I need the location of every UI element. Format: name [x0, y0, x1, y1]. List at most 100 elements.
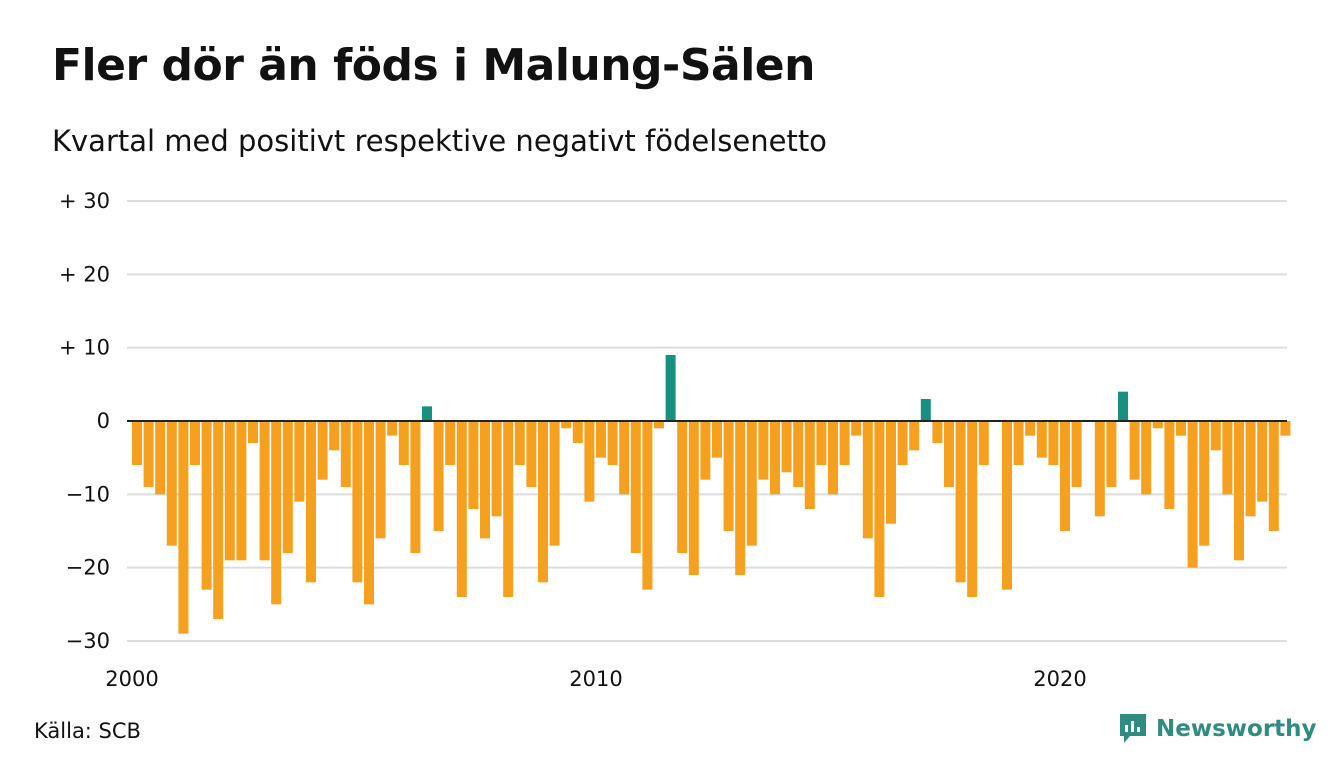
bar: [155, 421, 166, 495]
bar: [630, 421, 641, 553]
bar: [1280, 421, 1291, 436]
x-tick-label: 2010: [569, 667, 622, 691]
bar: [236, 421, 247, 561]
bar: [1268, 421, 1279, 531]
bar: [758, 421, 769, 480]
bar: [839, 421, 850, 465]
bar: [665, 355, 676, 421]
y-tick-label: + 20: [59, 262, 110, 286]
bar: [978, 421, 989, 465]
bar: [526, 421, 537, 487]
bar: [166, 421, 177, 546]
x-tick-label: 2000: [105, 667, 158, 691]
y-tick-label: −20: [66, 556, 110, 580]
bar: [712, 421, 722, 458]
x-tick-label: 2020: [1033, 667, 1086, 691]
bar: [259, 421, 270, 561]
bar: [375, 421, 386, 539]
bar: [1129, 421, 1140, 480]
bar: [746, 421, 757, 546]
bar: [770, 421, 780, 495]
bar: [619, 421, 630, 495]
bar: [909, 421, 920, 451]
bar: [480, 421, 490, 539]
bar: [178, 421, 189, 634]
bar: [561, 421, 572, 429]
bar: [584, 421, 595, 502]
bar: [1025, 421, 1036, 436]
bar: [804, 421, 815, 509]
bar: [1164, 421, 1175, 509]
bar: [224, 421, 235, 561]
y-tick-label: −30: [66, 629, 110, 653]
bar: [248, 421, 258, 443]
bar: [862, 421, 873, 539]
y-tick-label: −10: [66, 482, 110, 506]
bar: [677, 421, 688, 553]
bar: [1210, 421, 1221, 451]
bar: [282, 421, 293, 553]
bar: [143, 421, 154, 487]
bar: [955, 421, 966, 583]
source-note: Källa: SCB: [34, 719, 141, 743]
bar: [410, 421, 421, 553]
bar: [1234, 421, 1244, 561]
bar: [886, 421, 896, 524]
bar: [422, 406, 432, 421]
bar: [491, 421, 502, 517]
bar: [700, 421, 711, 480]
bar: [874, 421, 885, 597]
bar: [735, 421, 746, 575]
bar: [1048, 421, 1059, 465]
y-tick-label: 0: [97, 409, 110, 433]
bar: [132, 421, 142, 465]
x-axis-labels: 2000 2010 2020: [105, 667, 1086, 691]
bar: [503, 421, 514, 597]
bar: [1060, 421, 1070, 531]
bars: [132, 355, 1291, 634]
brand: Newsworthy: [1118, 712, 1317, 746]
chart-subtitle: Kvartal med positivt respektive negativt…: [52, 124, 827, 158]
bar: [944, 421, 954, 487]
bar: [781, 421, 792, 473]
bar: [642, 421, 653, 590]
bar: [932, 421, 943, 443]
bar: [920, 399, 931, 421]
bar: [1002, 421, 1012, 590]
brand-name: Newsworthy: [1156, 716, 1317, 742]
chart-title: Fler dör än föds i Malung-Sälen: [52, 40, 815, 91]
bar: [306, 421, 316, 583]
bar: [1176, 421, 1186, 436]
bar: [387, 421, 398, 436]
bar: [967, 421, 978, 597]
bar: [1094, 421, 1105, 517]
bar: [1222, 421, 1233, 495]
bar: [572, 421, 583, 443]
bar: [468, 421, 479, 509]
bar: [201, 421, 212, 590]
bar: [723, 421, 734, 531]
bar: [1152, 421, 1163, 429]
bar: [607, 421, 618, 465]
bar: [433, 421, 444, 531]
bar: [1187, 421, 1198, 568]
bar: [688, 421, 699, 575]
bar: [329, 421, 340, 451]
bar: [828, 421, 838, 495]
bar: [456, 421, 467, 597]
bar: [1141, 421, 1152, 495]
bar: [1036, 421, 1047, 458]
bar: [1257, 421, 1268, 502]
bar: [271, 421, 282, 605]
bar: [897, 421, 908, 465]
y-tick-label: + 10: [59, 336, 110, 360]
bar: [793, 421, 804, 487]
bar: [654, 421, 664, 429]
bar: [1245, 421, 1256, 517]
bar: [596, 421, 606, 458]
bar: [317, 421, 328, 480]
bar: [398, 421, 409, 465]
bar: [352, 421, 363, 583]
grid-lines: [127, 200, 1287, 642]
bar: [816, 421, 827, 465]
